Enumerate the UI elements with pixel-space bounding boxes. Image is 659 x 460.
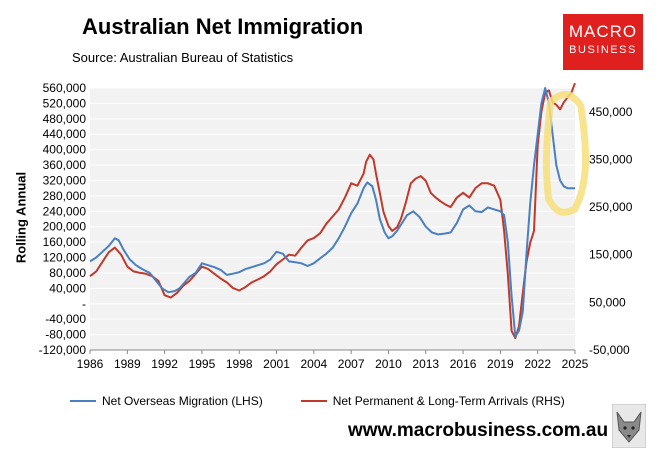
y-tick-label: -80,000 [45, 328, 86, 342]
x-tick-label: 1986 [77, 357, 104, 371]
x-tick-label: 2007 [338, 357, 365, 371]
y-tick-label: 480,000 [43, 112, 87, 126]
x-tick-label: 2004 [300, 357, 327, 371]
y-tick-label: 440,000 [43, 127, 87, 141]
y-tick-label: 200,000 [43, 220, 87, 234]
y-tick-label: 80,000 [49, 266, 86, 280]
y2-tick-label: 450,000 [589, 105, 633, 119]
fox-mascot-icon [612, 404, 646, 448]
chart-title: Australian Net Immigration [82, 14, 364, 39]
x-tick-label: 2010 [375, 357, 402, 371]
legend-label-arrivals: Net Permanent & Long-Term Arrivals (RHS) [332, 394, 565, 408]
y2-tick-label: 50,000 [589, 295, 626, 309]
x-tick-label: 2019 [487, 357, 514, 371]
y2-tick-label: -50,000 [589, 343, 630, 357]
x-tick-label: 2001 [263, 357, 290, 371]
series-line-arrivals [89, 82, 576, 340]
x-tick-label: 2013 [412, 357, 439, 371]
y-tick-label: 560,000 [43, 81, 87, 95]
chart-legend: Net Overseas Migration (LHS) Net Permane… [70, 394, 565, 408]
legend-label-nom: Net Overseas Migration (LHS) [102, 394, 263, 408]
legend-swatch-arrivals [300, 400, 327, 402]
x-tick-label: 2025 [562, 357, 589, 371]
logo-line-1: MACRO [568, 22, 638, 41]
brand-logo: MACRO BUSINESS [563, 14, 643, 70]
series-line-nom [89, 87, 575, 338]
x-tick-label: 1998 [226, 357, 253, 371]
y-tick-label: 160,000 [43, 235, 87, 249]
y2-tick-label: 150,000 [589, 248, 633, 262]
logo-line-2: BUSINESS [569, 44, 637, 56]
highlight-annotation [542, 91, 589, 216]
legend-item-nom: Net Overseas Migration (LHS) [70, 394, 263, 408]
x-tick-label: 1992 [151, 357, 178, 371]
y-tick-label: -40,000 [45, 312, 86, 326]
legend-swatch-nom [70, 400, 96, 402]
y-tick-label: 400,000 [43, 143, 87, 157]
x-tick-label: 2016 [450, 357, 477, 371]
website-url[interactable]: www.macrobusiness.com.au [348, 420, 609, 441]
y-tick-label: - [82, 297, 86, 311]
y-tick-label: -120,000 [39, 343, 87, 357]
x-tick-label: 1995 [189, 357, 216, 371]
plot-area [90, 88, 575, 350]
y-tick-label: 40,000 [49, 281, 86, 295]
legend-item-arrivals: Net Permanent & Long-Term Arrivals (RHS) [300, 394, 565, 408]
y-tick-label: 520,000 [43, 96, 87, 110]
y-tick-label: 240,000 [43, 204, 87, 218]
y2-tick-label: 350,000 [589, 152, 633, 166]
y-tick-label: 280,000 [43, 189, 87, 203]
line-chart: -120,000-80,000-40,000-40,00080,000120,0… [39, 81, 633, 371]
y-tick-label: 120,000 [43, 251, 87, 265]
y-tick-label: 320,000 [43, 173, 87, 187]
y2-tick-label: 250,000 [589, 200, 633, 214]
x-tick-label: 2022 [524, 357, 551, 371]
y-tick-label: 360,000 [43, 158, 87, 172]
x-tick-label: 1989 [114, 357, 141, 371]
chart-subtitle: Source: Australian Bureau of Statistics [72, 50, 294, 65]
